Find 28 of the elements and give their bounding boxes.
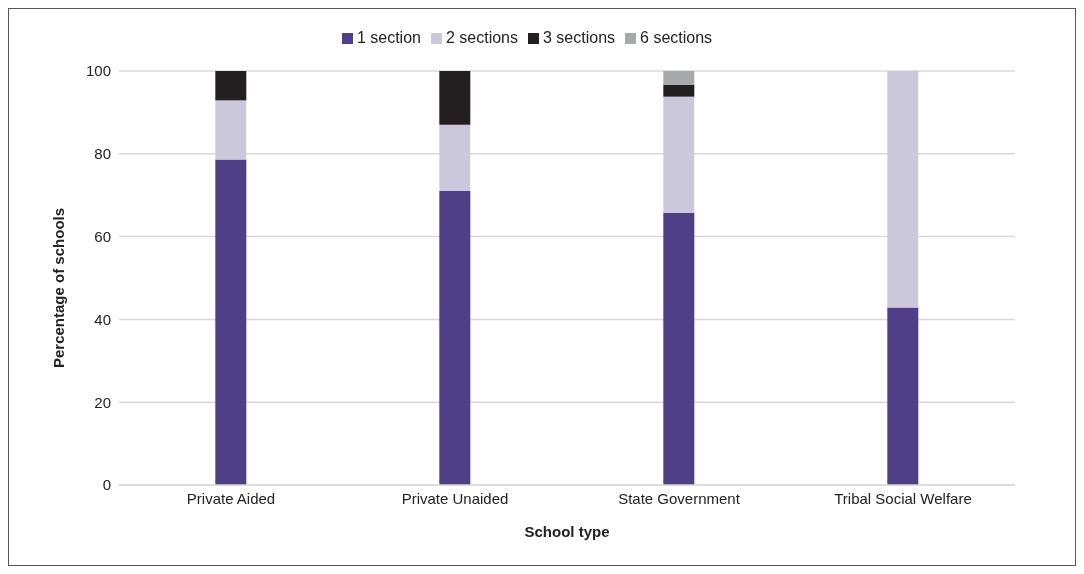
x-axis-title: School type [524, 523, 610, 540]
legend-label: 2 sections [445, 29, 518, 46]
y-tick-label: 40 [94, 310, 111, 328]
bar [663, 96, 695, 213]
x-tick-label: Tribal Social Welfare [834, 489, 972, 507]
x-tick-label: Private Unaided [401, 489, 509, 507]
y-tick-label: 0 [102, 476, 111, 494]
bar [439, 191, 471, 485]
bar [663, 213, 695, 485]
bar [215, 159, 247, 485]
bar [215, 100, 247, 160]
bar [887, 307, 919, 485]
bar [439, 124, 471, 192]
y-tick-label: 20 [94, 393, 111, 411]
y-tick-label: 80 [94, 145, 111, 163]
bar [887, 71, 919, 308]
x-tick-label: Private Aided [186, 489, 276, 507]
bar [663, 71, 695, 85]
legend-label: 1 section [356, 29, 421, 46]
legend-label: 6 sections [640, 29, 713, 46]
x-tick-label: State Government [618, 489, 741, 507]
bar [663, 84, 695, 97]
bar [439, 71, 471, 125]
y-axis-title: Percentage of schools [50, 207, 68, 368]
y-tick-label: 100 [85, 62, 111, 80]
legend-label: 3 sections [543, 29, 616, 46]
bar [215, 71, 247, 101]
y-tick-label: 60 [94, 227, 111, 245]
